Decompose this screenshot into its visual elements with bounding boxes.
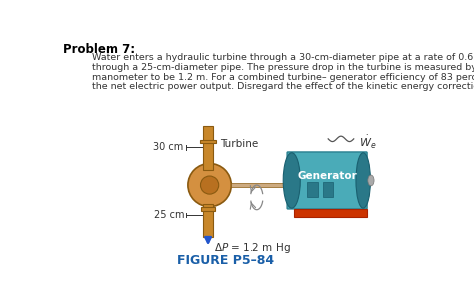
Ellipse shape (356, 153, 371, 208)
Bar (231, 183, 288, 187)
Text: Water enters a hydraulic turbine through a 30-cm-diameter pipe at a rate of 0.6 : Water enters a hydraulic turbine through… (92, 54, 474, 62)
Bar (203, 203, 213, 237)
Text: Problem 7:: Problem 7: (63, 42, 135, 56)
Bar (323, 182, 333, 197)
Circle shape (201, 176, 219, 194)
FancyBboxPatch shape (287, 152, 367, 209)
Text: Turbine: Turbine (219, 139, 258, 149)
Bar (201, 207, 215, 211)
Text: FIGURE P5–84: FIGURE P5–84 (177, 253, 274, 267)
Bar (308, 182, 318, 197)
Text: Generator: Generator (297, 171, 357, 181)
Text: the net electric power output. Disregard the effect of the kinetic energy correc: the net electric power output. Disregard… (92, 82, 474, 91)
Ellipse shape (283, 153, 300, 208)
Text: 30 cm: 30 cm (153, 142, 183, 152)
Text: $\Delta P$ = 1.2 m Hg: $\Delta P$ = 1.2 m Hg (214, 240, 291, 255)
Bar (201, 140, 216, 143)
Bar (294, 209, 367, 217)
Circle shape (188, 164, 231, 207)
Text: through a 25-cm-diameter pipe. The pressure drop in the turbine is measured by a: through a 25-cm-diameter pipe. The press… (92, 63, 474, 72)
Ellipse shape (368, 175, 374, 186)
Text: $\dot{W}_e$: $\dot{W}_e$ (359, 134, 377, 150)
Bar (202, 126, 213, 170)
Text: manometer to be 1.2 m. For a combined turbine– generator efficiency of 83 percen: manometer to be 1.2 m. For a combined tu… (92, 73, 474, 82)
Text: 25 cm: 25 cm (154, 210, 184, 220)
